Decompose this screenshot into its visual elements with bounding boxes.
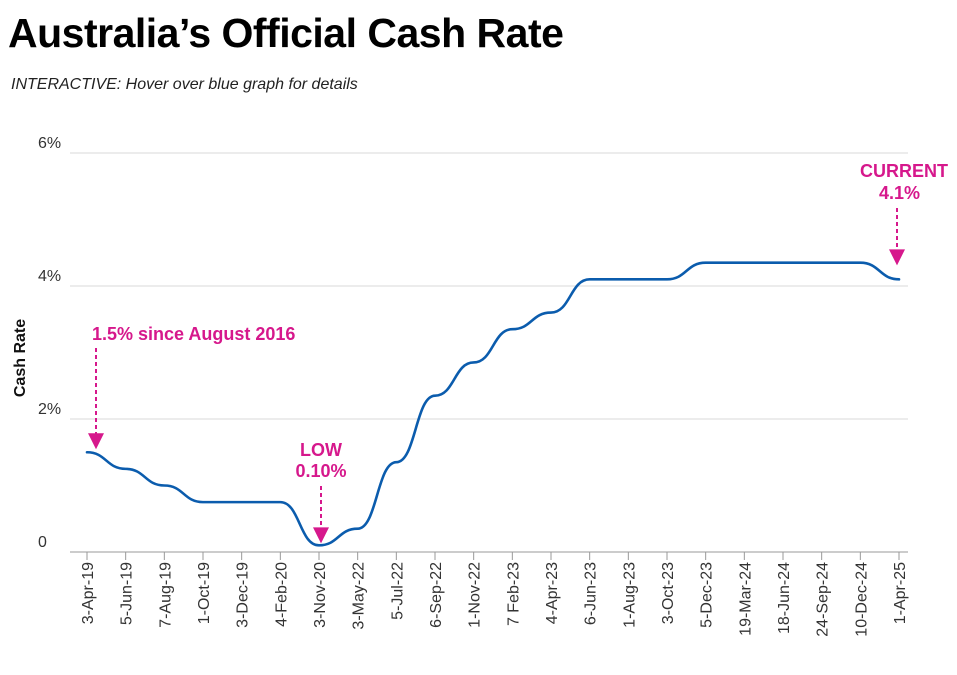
annotation-initial-rate-label: 1.5% since August 2016 [92, 324, 295, 344]
x-tick-label: 5-Jun-19 [119, 562, 136, 625]
x-tick-label: 5-Dec-23 [699, 562, 716, 628]
annotation-current-label: CURRENT [860, 161, 948, 181]
data-point[interactable] [430, 391, 440, 401]
y-tick-label: 4% [38, 268, 61, 285]
x-tick-label: 4-Feb-20 [273, 562, 290, 627]
series-layer[interactable] [82, 258, 904, 551]
x-tick-label: 4-Apr-23 [544, 562, 561, 624]
annotation-low-value: 0.10% [295, 461, 346, 481]
chart-title: Australia’s Official Cash Rate [8, 10, 564, 56]
x-tick-label: 1-Nov-22 [467, 562, 484, 628]
data-point[interactable] [585, 274, 595, 284]
data-point[interactable] [546, 308, 556, 318]
x-tick-label: 3-May-22 [351, 562, 368, 630]
x-tick-label: 3-Dec-19 [235, 562, 252, 628]
x-tick-label: 7 Feb-23 [505, 562, 522, 626]
y-tick-label: 0 [38, 534, 47, 551]
data-point[interactable] [469, 357, 479, 367]
annotation-low-arrow-head [313, 527, 329, 544]
data-point[interactable] [391, 457, 401, 467]
y-tick-label: 2% [38, 401, 61, 418]
x-tick-label: 18-Jun-24 [776, 562, 793, 634]
data-point[interactable] [353, 524, 363, 534]
y-tick-label: 6% [38, 135, 61, 152]
data-point[interactable] [314, 540, 324, 550]
annotation-initial-rate-arrow-head [88, 433, 104, 450]
data-point[interactable] [894, 274, 904, 284]
x-tick-label: 24-Sep-24 [815, 562, 832, 637]
x-tick-label: 6-Sep-22 [428, 562, 445, 628]
x-tick-label: 1-Apr-25 [892, 562, 909, 624]
chart-subtitle: INTERACTIVE: Hover over blue graph for d… [11, 76, 358, 93]
data-point[interactable] [855, 258, 865, 268]
x-tick-label: 7-Aug-19 [157, 562, 174, 628]
data-point[interactable] [237, 497, 247, 507]
data-point[interactable] [82, 447, 92, 457]
x-tick-label: 19-Mar-24 [737, 562, 754, 636]
x-tick-label: 1-Aug-23 [621, 562, 638, 628]
grid-layer [70, 152, 908, 553]
x-tick-label: 6-Jun-23 [583, 562, 600, 625]
data-point[interactable] [701, 258, 711, 268]
data-point[interactable] [198, 497, 208, 507]
data-point[interactable] [121, 464, 131, 474]
data-point[interactable] [739, 258, 749, 268]
data-point[interactable] [159, 481, 169, 491]
data-point[interactable] [662, 274, 672, 284]
data-point[interactable] [817, 258, 827, 268]
annotation-low-label: LOW [300, 440, 342, 460]
annotation-current-value: 4.1% [879, 183, 920, 203]
x-tick-label: 1-Oct-19 [196, 562, 213, 624]
x-tick-label: 10-Dec-24 [853, 562, 870, 637]
data-point[interactable] [275, 497, 285, 507]
x-tick-label: 3-Nov-20 [312, 562, 329, 628]
data-point[interactable] [507, 324, 517, 334]
x-tick-label: 5-Jul-22 [389, 562, 406, 620]
y-axis-label: Cash Rate [12, 319, 29, 397]
annotation-current-arrow-head [889, 249, 905, 266]
cash-rate-series-line[interactable] [85, 261, 901, 547]
data-point[interactable] [778, 258, 788, 268]
data-point[interactable] [623, 274, 633, 284]
x-tick-label: 3-Apr-19 [80, 562, 97, 624]
x-axis-ticks: 3-Apr-19 5-Jun-19 7-Aug-19 1-Oct-19 3-Dec-19… [80, 552, 909, 637]
y-axis-ticks: 0 2% 4% 6% [38, 135, 61, 551]
x-tick-label: 3-Oct-23 [660, 562, 677, 624]
